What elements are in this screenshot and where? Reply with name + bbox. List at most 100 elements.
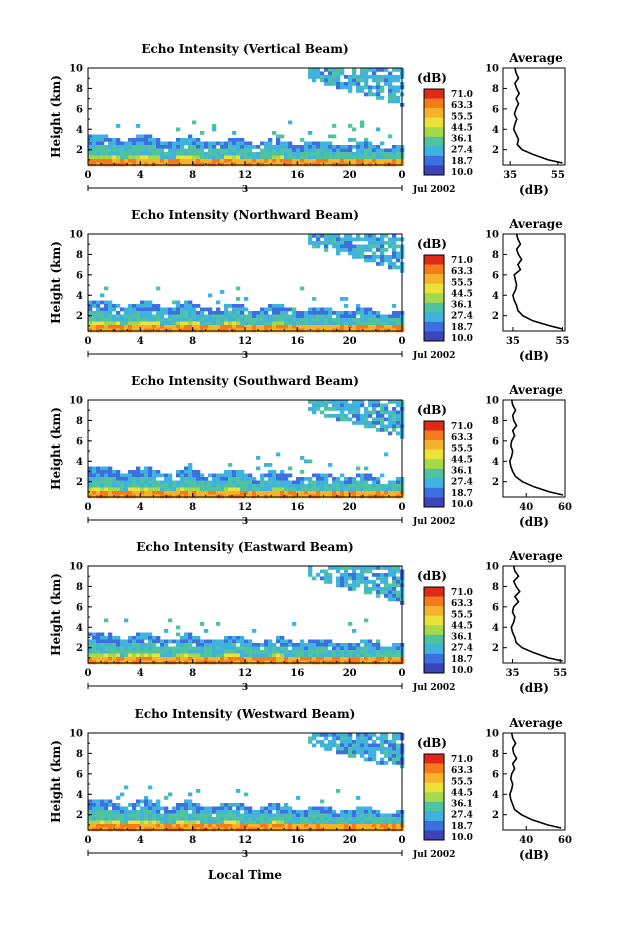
heatmap-cell bbox=[260, 824, 265, 828]
heatmap-cell bbox=[212, 127, 217, 132]
heatmap-cell bbox=[236, 824, 241, 828]
heatmap-cell bbox=[212, 653, 217, 658]
heatmap-cell bbox=[332, 152, 337, 156]
heatmap-cell bbox=[332, 124, 337, 128]
heatmap-cell bbox=[100, 639, 105, 644]
heatmap-cell bbox=[112, 803, 117, 807]
heatmap-cell bbox=[184, 314, 189, 319]
heatmap-cell bbox=[360, 639, 365, 644]
heatmap-cell bbox=[376, 237, 381, 242]
heatmap-cell bbox=[368, 311, 373, 315]
heatmap-cell bbox=[320, 477, 325, 481]
heatmap-cell bbox=[120, 152, 125, 156]
heatmap-cell bbox=[212, 321, 217, 326]
heatmap-cell bbox=[196, 827, 201, 832]
heatmap-cell bbox=[388, 491, 393, 495]
colorbar-label: 18.7 bbox=[451, 489, 473, 499]
heatmap-cell bbox=[360, 657, 365, 661]
heatmap-cell bbox=[224, 473, 229, 478]
heatmap-cell bbox=[92, 328, 97, 333]
heatmap-cell bbox=[204, 646, 209, 651]
heatmap-cell bbox=[116, 162, 121, 167]
heatmap-cell bbox=[328, 743, 333, 748]
heatmap-cell bbox=[360, 820, 365, 825]
heatmap-cell bbox=[144, 314, 149, 319]
heatmap-cell bbox=[128, 660, 133, 665]
heatmap-cell bbox=[316, 311, 321, 315]
heatmap-cell bbox=[340, 583, 345, 588]
colorbar-swatch bbox=[424, 801, 444, 812]
heatmap-cell bbox=[172, 148, 177, 153]
heatmap-cell bbox=[112, 639, 117, 644]
heatmap-cell bbox=[152, 318, 157, 322]
heatmap-cell bbox=[136, 820, 141, 825]
heatmap-cell bbox=[212, 124, 217, 128]
heatmap-cell bbox=[360, 650, 365, 654]
heatmap-cell bbox=[108, 494, 113, 499]
heatmap-cell bbox=[392, 92, 397, 97]
heatmap-cell bbox=[284, 494, 289, 499]
heatmap-cell bbox=[164, 796, 169, 800]
heatmap-cell bbox=[312, 660, 317, 665]
heatmap-cell bbox=[368, 491, 373, 495]
heatmap-cell bbox=[272, 480, 277, 485]
heatmap-cell bbox=[168, 817, 173, 821]
heatmap-cell bbox=[116, 646, 121, 651]
heatmap-cell bbox=[96, 827, 101, 832]
heatmap-cell bbox=[332, 653, 337, 658]
heatmap-cell bbox=[300, 653, 305, 658]
heatmap-cell bbox=[252, 477, 257, 481]
heatmap-cell bbox=[388, 82, 393, 86]
heatmap-cell bbox=[352, 813, 357, 818]
heatmap-cell bbox=[356, 318, 361, 322]
heatmap-cell bbox=[264, 824, 269, 828]
heatmap-cell bbox=[344, 484, 349, 488]
heatmap-cell bbox=[128, 318, 133, 322]
heatmap-cell bbox=[188, 148, 193, 153]
heatmap-cell bbox=[332, 643, 337, 647]
heatmap-cell bbox=[372, 78, 377, 83]
heatmap-cell bbox=[360, 162, 365, 167]
heatmap-cell bbox=[184, 646, 189, 651]
heatmap-cell bbox=[160, 325, 165, 329]
heatmap-cell bbox=[368, 410, 373, 415]
colorbar-label: 44.5 bbox=[451, 621, 473, 631]
heatmap-cell bbox=[348, 325, 353, 329]
colorbar-swatch bbox=[424, 663, 444, 674]
heatmap-cell bbox=[120, 810, 125, 814]
heatmap-cell bbox=[368, 318, 373, 322]
heatmap-cell bbox=[376, 262, 381, 266]
heatmap-cell bbox=[232, 473, 237, 478]
heatmap-cell bbox=[108, 152, 113, 156]
heatmap-cell bbox=[324, 494, 329, 499]
heatmap-cell bbox=[396, 321, 401, 326]
heatmap-cell bbox=[160, 480, 165, 485]
heatmap-cell bbox=[268, 477, 273, 481]
heatmap-cell bbox=[340, 244, 345, 249]
heatmap-cell bbox=[344, 145, 349, 149]
heatmap-cell bbox=[220, 328, 225, 333]
heatmap-cell bbox=[172, 639, 177, 644]
heatmap-cell bbox=[180, 152, 185, 156]
heatmap-cell bbox=[300, 491, 305, 495]
heatmap-cell bbox=[364, 75, 369, 79]
heatmap-cell bbox=[312, 810, 317, 814]
heatmap-cell bbox=[364, 820, 369, 825]
heatmap-cell bbox=[116, 806, 121, 811]
heatmap-cell bbox=[156, 470, 161, 474]
heatmap-cell bbox=[100, 134, 105, 139]
heatmap-cell bbox=[212, 657, 217, 661]
heatmap-cell bbox=[392, 743, 397, 748]
colorbar-label: 27.4 bbox=[451, 478, 473, 488]
heatmap-cell bbox=[352, 740, 357, 744]
heatmap-cell bbox=[236, 155, 241, 160]
heatmap-cell bbox=[156, 138, 161, 142]
x-tick-label: 0 bbox=[399, 502, 406, 513]
heatmap-cell bbox=[340, 646, 345, 651]
heatmap-cell bbox=[164, 491, 169, 495]
heatmap-cell bbox=[368, 314, 373, 319]
heatmap-cell bbox=[152, 817, 157, 821]
heatmap-cell bbox=[300, 155, 305, 160]
heatmap-cell bbox=[268, 325, 273, 329]
heatmap-cell bbox=[160, 657, 165, 661]
